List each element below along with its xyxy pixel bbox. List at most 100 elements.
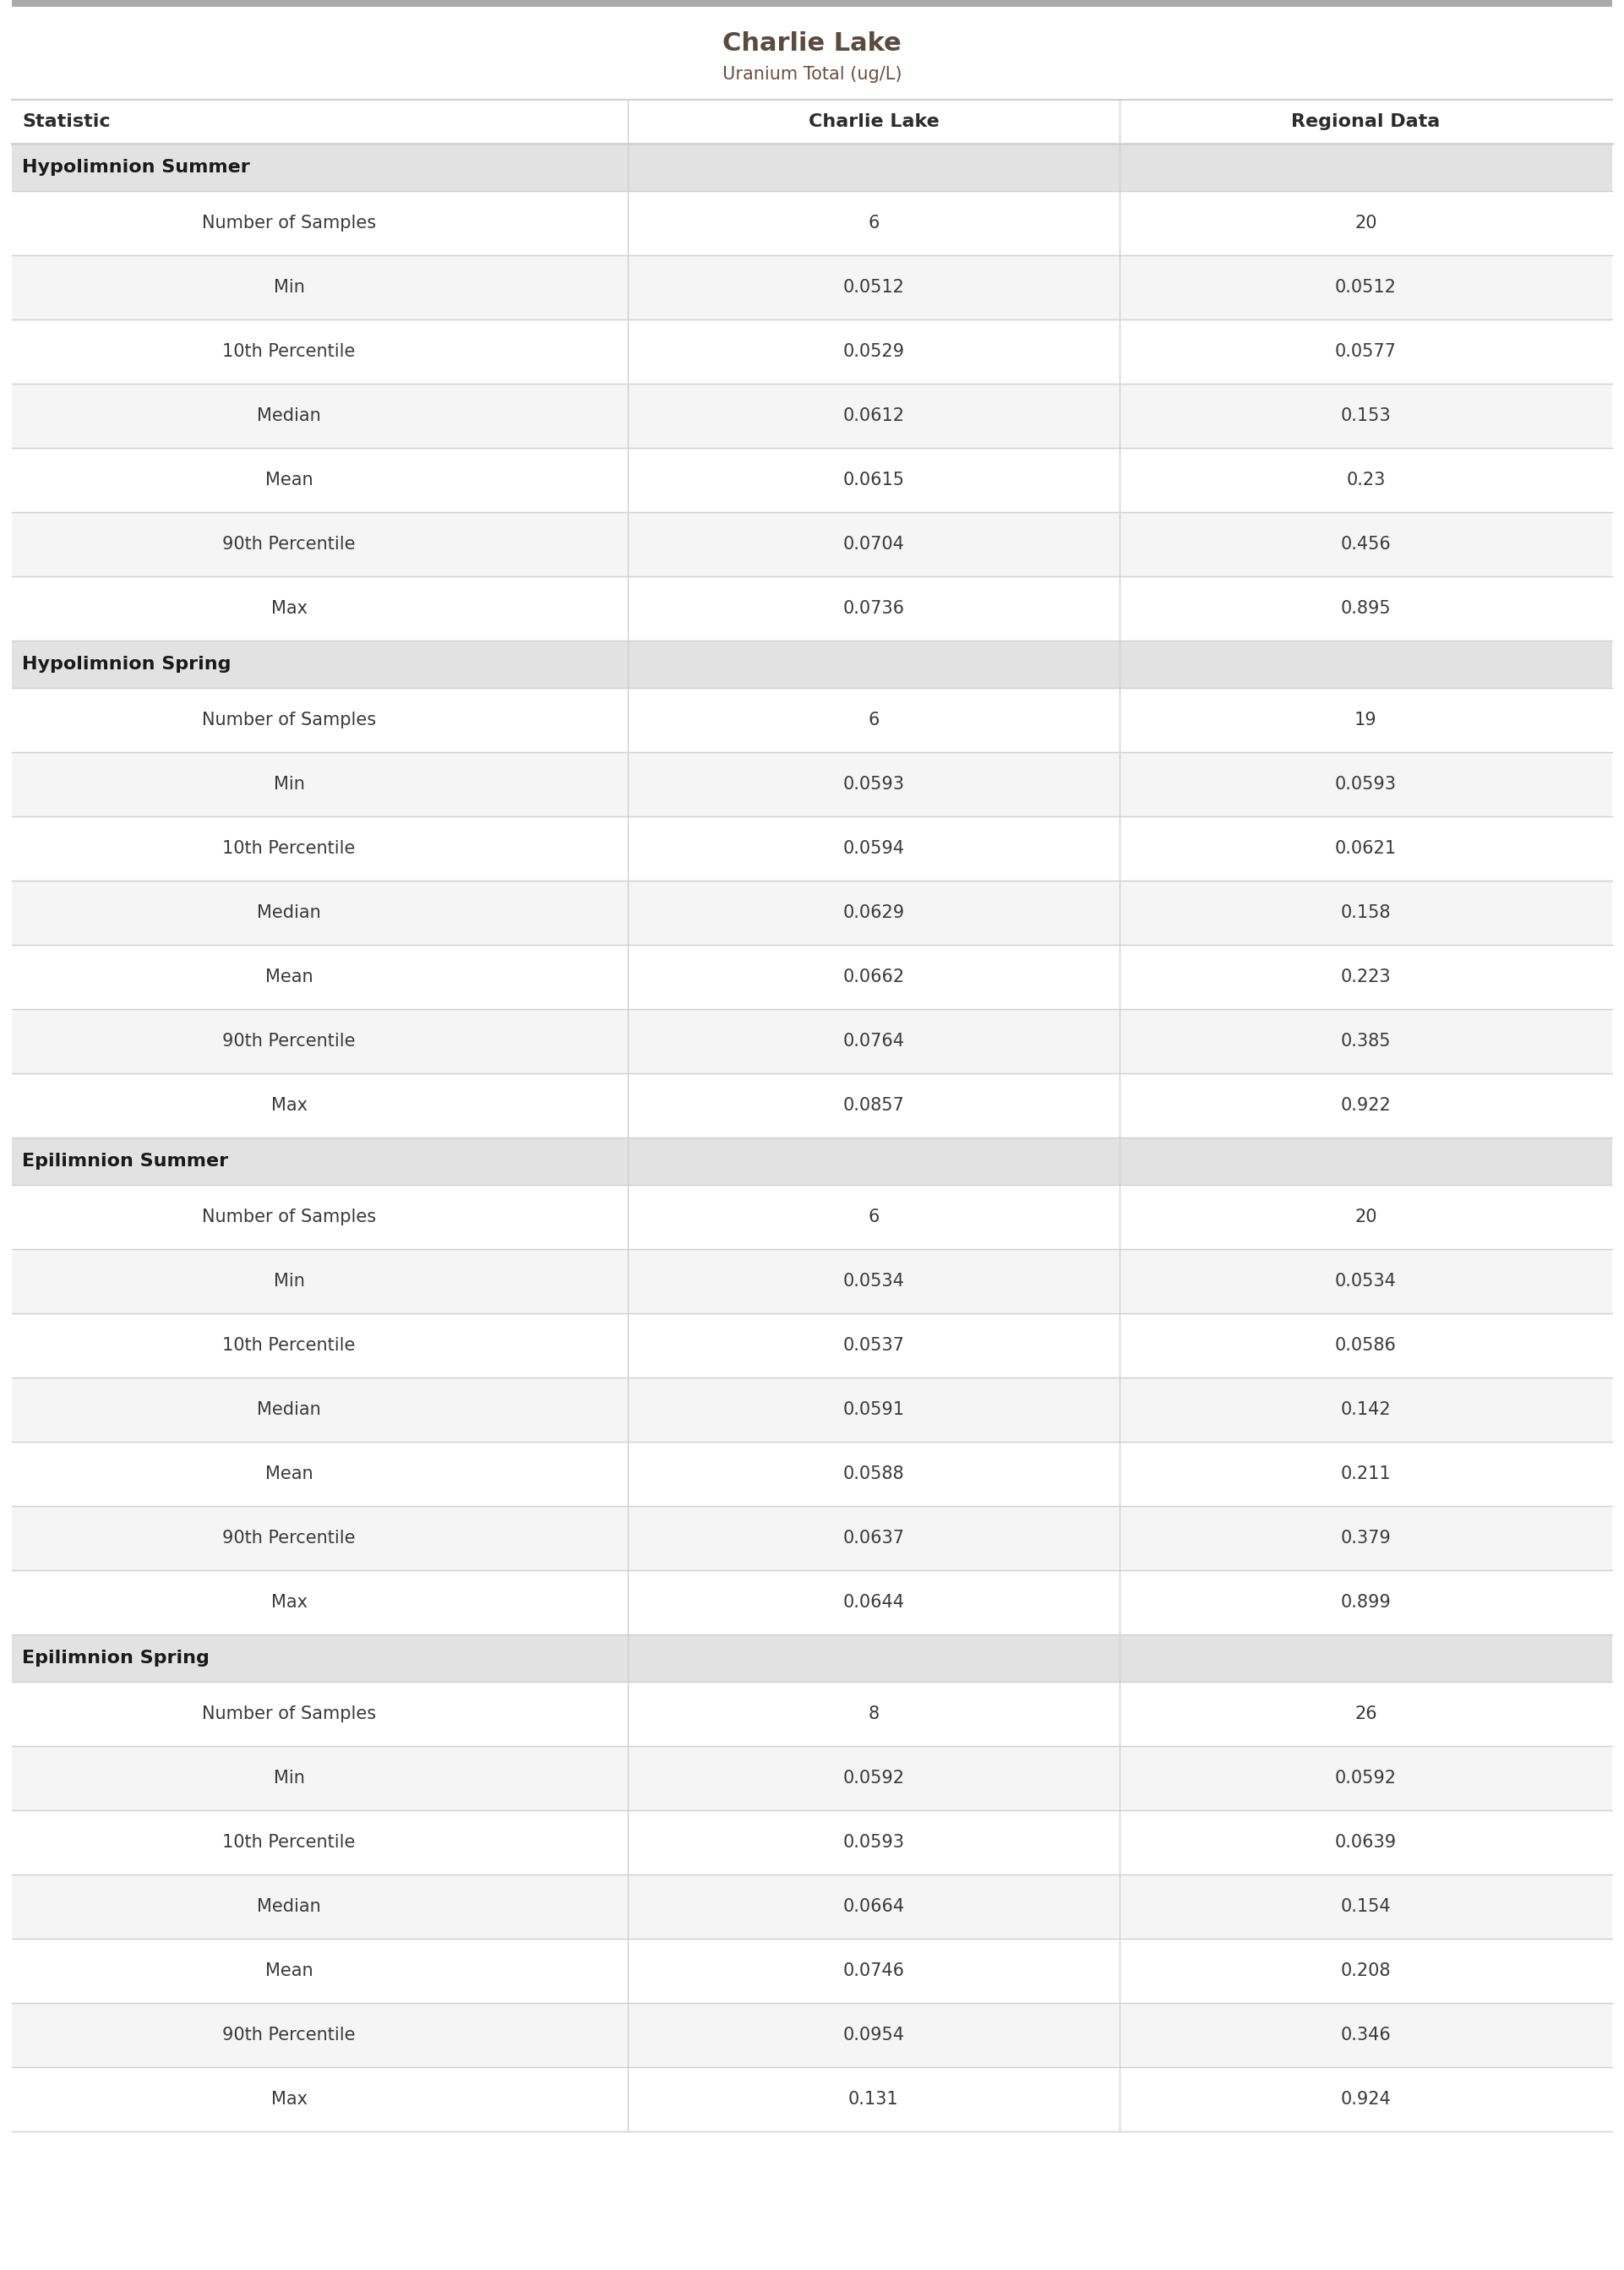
Text: 0.0662: 0.0662	[843, 969, 905, 985]
Text: Median: Median	[257, 903, 322, 922]
Text: 0.223: 0.223	[1340, 969, 1390, 985]
Text: 6: 6	[867, 1208, 879, 1226]
Text: 0.0621: 0.0621	[1335, 840, 1397, 858]
Text: 0.0612: 0.0612	[843, 406, 905, 424]
Text: Number of Samples: Number of Samples	[201, 1705, 377, 1723]
Text: Charlie Lake: Charlie Lake	[723, 32, 901, 57]
Text: Mean: Mean	[265, 1466, 313, 1482]
Text: 0.0592: 0.0592	[1335, 1771, 1397, 1786]
Bar	[11, 1314, 1613, 1378]
Text: 0.0591: 0.0591	[843, 1401, 905, 1419]
Bar	[11, 1746, 1613, 1809]
Text: 0.0534: 0.0534	[843, 1273, 905, 1289]
Text: 10th Percentile: 10th Percentile	[222, 343, 356, 361]
Text: 0.0736: 0.0736	[843, 599, 905, 617]
Text: 0.899: 0.899	[1340, 1594, 1392, 1612]
Text: 0.0593: 0.0593	[1335, 776, 1397, 792]
Text: 0.0664: 0.0664	[843, 1898, 905, 1916]
Text: 0.0637: 0.0637	[843, 1530, 905, 1546]
Text: 0.0764: 0.0764	[843, 1033, 905, 1049]
Bar	[11, 447, 1613, 513]
Text: 0.895: 0.895	[1340, 599, 1390, 617]
Text: Min: Min	[273, 1771, 305, 1786]
Text: 0.0615: 0.0615	[843, 472, 905, 488]
Text: 90th Percentile: 90th Percentile	[222, 2027, 356, 2043]
Bar	[11, 1682, 1613, 1746]
Text: Mean: Mean	[265, 969, 313, 985]
Text: Number of Samples: Number of Samples	[201, 1208, 377, 1226]
Text: 0.0954: 0.0954	[843, 2027, 905, 2043]
Text: Number of Samples: Number of Samples	[201, 216, 377, 232]
Bar	[11, 1249, 1613, 1314]
Text: 0.0857: 0.0857	[843, 1096, 905, 1115]
Text: 0.0529: 0.0529	[843, 343, 905, 361]
Text: Statistic: Statistic	[23, 114, 110, 129]
Text: Min: Min	[273, 1273, 305, 1289]
Text: Hypolimnion Summer: Hypolimnion Summer	[23, 159, 250, 175]
Text: Hypolimnion Spring: Hypolimnion Spring	[23, 656, 231, 672]
Text: Median: Median	[257, 406, 322, 424]
Text: Min: Min	[273, 776, 305, 792]
Text: 90th Percentile: 90th Percentile	[222, 1530, 356, 1546]
Text: Min: Min	[273, 279, 305, 295]
Text: 0.153: 0.153	[1340, 406, 1390, 424]
Text: 0.208: 0.208	[1340, 1961, 1390, 1979]
Text: 0.23: 0.23	[1346, 472, 1385, 488]
Bar	[11, 881, 1613, 944]
Bar	[11, 1137, 1613, 1185]
Text: 10th Percentile: 10th Percentile	[222, 840, 356, 858]
Text: 0.0594: 0.0594	[843, 840, 905, 858]
Text: 0.0629: 0.0629	[843, 903, 905, 922]
Bar	[11, 1010, 1613, 1074]
Text: 90th Percentile: 90th Percentile	[222, 1033, 356, 1049]
Text: Max: Max	[271, 1096, 307, 1115]
Text: 19: 19	[1354, 711, 1377, 729]
Bar	[11, 254, 1613, 320]
Text: Median: Median	[257, 1898, 322, 1916]
Bar	[11, 1378, 1613, 1441]
Bar	[11, 1441, 1613, 1505]
Bar	[11, 1875, 1613, 1939]
Text: 20: 20	[1354, 216, 1377, 232]
Bar	[11, 577, 1613, 640]
Text: 0.0512: 0.0512	[843, 279, 905, 295]
Text: Regional Data: Regional Data	[1291, 114, 1440, 129]
Bar	[11, 1634, 1613, 1682]
Text: 0.924: 0.924	[1340, 2091, 1392, 2109]
Text: 6: 6	[867, 711, 879, 729]
Text: Max: Max	[271, 599, 307, 617]
Bar	[11, 1809, 1613, 1875]
Text: 6: 6	[867, 216, 879, 232]
Bar	[11, 640, 1613, 688]
Bar	[11, 1571, 1613, 1634]
Text: Max: Max	[271, 1594, 307, 1612]
Bar	[11, 1074, 1613, 1137]
Text: 0.0746: 0.0746	[843, 1961, 905, 1979]
Text: Mean: Mean	[265, 1961, 313, 1979]
Text: 0.0593: 0.0593	[843, 1834, 905, 1850]
Text: 0.0588: 0.0588	[843, 1466, 905, 1482]
Text: 0.0537: 0.0537	[843, 1337, 905, 1353]
Text: 0.0593: 0.0593	[843, 776, 905, 792]
Bar	[11, 384, 1613, 447]
Text: 0.142: 0.142	[1340, 1401, 1390, 1419]
Text: 0.385: 0.385	[1340, 1033, 1390, 1049]
Text: Median: Median	[257, 1401, 322, 1419]
Bar	[11, 320, 1613, 384]
Bar	[11, 2002, 1613, 2068]
Text: Epilimnion Summer: Epilimnion Summer	[23, 1153, 229, 1169]
Text: Charlie Lake: Charlie Lake	[809, 114, 939, 129]
Text: 90th Percentile: 90th Percentile	[222, 536, 356, 552]
Text: 0.0577: 0.0577	[1335, 343, 1397, 361]
Text: 0.0644: 0.0644	[843, 1594, 905, 1612]
Text: 8: 8	[869, 1705, 879, 1723]
Text: 0.158: 0.158	[1340, 903, 1390, 922]
Text: 0.346: 0.346	[1340, 2027, 1392, 2043]
Text: Mean: Mean	[265, 472, 313, 488]
Text: 0.211: 0.211	[1340, 1466, 1390, 1482]
Text: 0.379: 0.379	[1340, 1530, 1392, 1546]
Bar	[11, 1939, 1613, 2002]
Text: 0.154: 0.154	[1340, 1898, 1390, 1916]
Text: 10th Percentile: 10th Percentile	[222, 1337, 356, 1353]
Text: Epilimnion Spring: Epilimnion Spring	[23, 1650, 209, 1666]
